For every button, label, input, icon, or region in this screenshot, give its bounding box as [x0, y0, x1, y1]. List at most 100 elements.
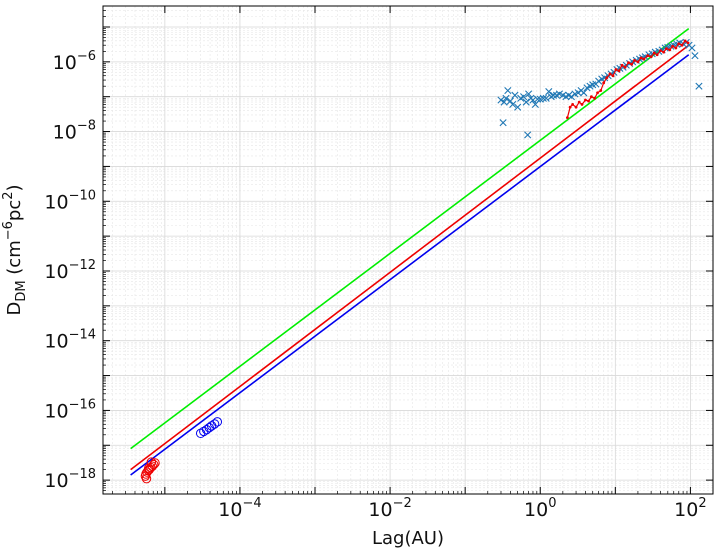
- y-tick-exp: −10: [69, 188, 96, 203]
- fit-line: [130, 44, 690, 471]
- y-tick-label: 10−12: [44, 258, 96, 283]
- y-axis-label-main: D: [4, 302, 25, 316]
- y-tick-label: 10−18: [44, 467, 96, 492]
- cross-point: [695, 82, 703, 90]
- cross-point: [567, 93, 575, 101]
- dot-point: [589, 95, 593, 99]
- cross-point: [545, 88, 553, 96]
- dot-point: [566, 116, 569, 120]
- dot-point: [568, 105, 572, 109]
- x-tick-exp: 2: [698, 496, 706, 511]
- cross-point: [514, 103, 522, 111]
- dot-point: [608, 72, 612, 76]
- fit-line: [130, 54, 690, 476]
- y-tick-label: 10−16: [44, 397, 96, 422]
- dot-point: [633, 59, 636, 62]
- circle-point: [212, 417, 223, 427]
- x-tick-base: 10: [524, 499, 548, 521]
- cross-point: [580, 89, 588, 97]
- cross-point: [533, 95, 542, 103]
- circle-point: [146, 457, 157, 467]
- major-grid: [103, 6, 713, 494]
- series-2-line: [130, 54, 690, 476]
- cross-point: [497, 96, 505, 104]
- y-tick-base: 10: [44, 261, 68, 283]
- cross-point: [511, 91, 519, 99]
- y-axis-label-sup1: −6: [1, 221, 16, 240]
- cross-point: [601, 74, 609, 82]
- dot-point: [571, 103, 575, 106]
- plot-area: [130, 27, 703, 484]
- cross-point: [691, 52, 699, 60]
- dot-point: [639, 56, 643, 60]
- dot-point: [659, 49, 662, 53]
- dot-point: [617, 69, 621, 73]
- dot-point: [686, 41, 690, 45]
- y-axis-label-mid: pc: [4, 200, 25, 221]
- dot-point: [574, 105, 578, 109]
- x-tick-exp: 0: [548, 496, 556, 511]
- x-tick-label: 10−4: [218, 496, 261, 521]
- dot-point: [577, 100, 581, 104]
- cross-point: [539, 94, 547, 102]
- dot-point: [627, 61, 630, 65]
- y-tick-base: 10: [44, 191, 68, 213]
- circle-point: [144, 463, 154, 473]
- y-tick-exp: −18: [69, 467, 96, 482]
- x-tick-exp: −4: [242, 496, 261, 511]
- y-axis-label: DDM (cm−6pc2): [1, 184, 29, 315]
- dot-point: [668, 48, 672, 52]
- y-tick-exp: −14: [69, 328, 96, 343]
- series-3-circles: [140, 457, 160, 484]
- cross-point: [506, 97, 514, 105]
- cross-point: [520, 93, 528, 101]
- y-tick-base: 10: [53, 52, 77, 74]
- axis-ticks: [103, 5, 714, 495]
- dot-point: [671, 44, 675, 48]
- minor-grid: [103, 5, 714, 495]
- dot-point: [680, 43, 684, 47]
- dot-point: [642, 57, 646, 61]
- cross-point: [524, 131, 532, 139]
- cross-point: [522, 98, 530, 106]
- data-line: [566, 40, 689, 118]
- dot-point: [584, 98, 587, 102]
- dot-point: [596, 91, 599, 95]
- y-tick-label: 10−6: [53, 49, 96, 74]
- dot-point: [636, 60, 640, 64]
- dot-point: [674, 46, 678, 50]
- y-axis-label-open: (cm: [4, 240, 25, 280]
- cross-point: [661, 44, 669, 52]
- y-tick-base: 10: [44, 400, 68, 422]
- series-4-circles: [195, 417, 223, 439]
- circle-point: [150, 458, 160, 468]
- circle-point: [209, 419, 220, 429]
- dot-point: [611, 74, 615, 78]
- dot-point: [677, 42, 681, 46]
- series-6-dotline: [566, 39, 690, 120]
- dot-point: [605, 76, 609, 80]
- circle-point: [141, 473, 152, 484]
- cross-point: [688, 44, 696, 52]
- y-tick-base: 10: [53, 122, 77, 144]
- cross-point: [525, 90, 533, 98]
- x-tick-base: 10: [368, 499, 392, 521]
- dot-point: [655, 53, 659, 57]
- x-tick-exp: −2: [393, 496, 412, 511]
- dot-point: [614, 68, 618, 71]
- y-tick-base: 10: [44, 331, 68, 353]
- dot-point: [620, 63, 624, 67]
- dot-point: [602, 81, 606, 85]
- cross-point: [595, 77, 603, 85]
- y-tick-label: 10−10: [44, 188, 96, 213]
- cross-point: [509, 100, 517, 109]
- y-tick-label: 10−14: [44, 328, 96, 353]
- x-tick-label: 10−2: [368, 496, 411, 521]
- y-axis-label-sub: DM: [14, 280, 29, 301]
- dot-point: [580, 103, 584, 106]
- y-axis-label-sup2: 2: [1, 191, 16, 199]
- y-tick-exp: −8: [77, 119, 96, 134]
- dot-point: [683, 39, 687, 43]
